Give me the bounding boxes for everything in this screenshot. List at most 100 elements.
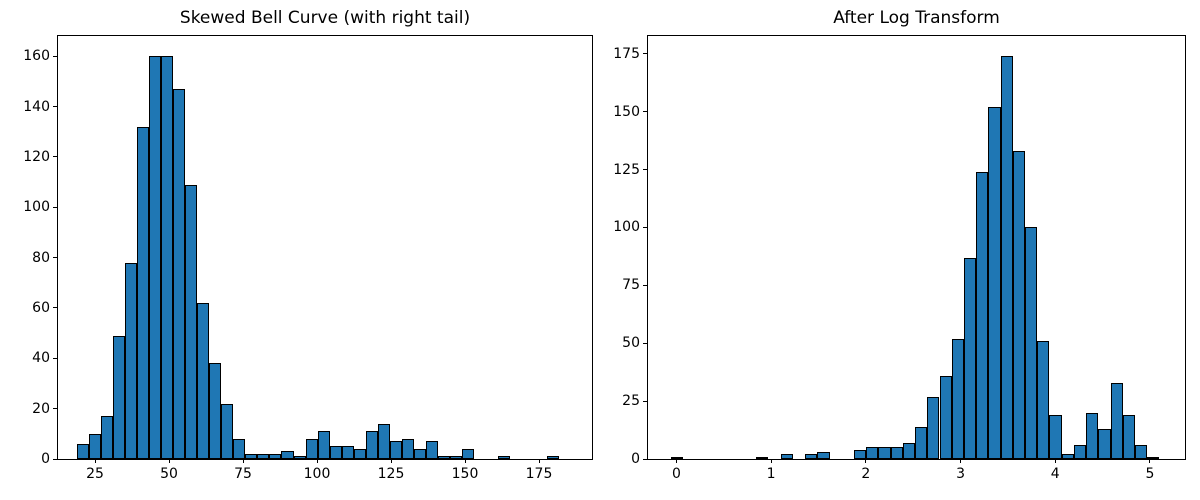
histogram-bar (365, 431, 378, 459)
y-tick-label: 150 (613, 103, 640, 120)
histogram-bar (414, 448, 427, 459)
x-tick (865, 459, 867, 463)
histogram-bar (963, 257, 977, 459)
y-tick (53, 357, 57, 359)
y-tick-label: 0 (41, 451, 50, 467)
histogram-bar (233, 438, 246, 459)
histogram-bar (136, 126, 149, 459)
x-tick-label: 100 (303, 466, 331, 482)
y-tick-label: 60 (32, 299, 50, 316)
x-tick-label: 4 (1050, 466, 1060, 482)
x-tick-label: 75 (234, 466, 252, 482)
histogram-bar (1086, 412, 1099, 459)
y-tick (53, 156, 57, 158)
y-tick-label: 100 (23, 199, 50, 216)
y-tick (643, 111, 647, 113)
y-tick-label: 40 (32, 350, 50, 367)
histogram-bar (450, 456, 463, 459)
y-tick (643, 400, 647, 402)
histogram-bar (88, 433, 101, 459)
y-tick (53, 106, 57, 107)
histogram-bar (1147, 456, 1160, 459)
histogram-bar (353, 448, 366, 459)
histogram-bar (805, 454, 818, 459)
y-tick-label: 25 (622, 393, 640, 410)
y-tick (643, 458, 647, 460)
histogram-bar (221, 403, 234, 459)
y-tick-label: 125 (613, 161, 640, 178)
y-tick (643, 284, 647, 286)
histogram-bar (1134, 445, 1148, 459)
y-tick (643, 53, 647, 55)
y-tick (643, 226, 647, 228)
x-tick-label: 5 (1145, 466, 1155, 482)
x-tick (770, 459, 772, 463)
y-tick (53, 55, 57, 57)
histogram-bar (341, 446, 354, 459)
histogram-bar (402, 438, 415, 459)
x-tick (1054, 459, 1056, 463)
histogram-bar (209, 363, 222, 459)
x-tick (390, 459, 392, 463)
y-tick-label: 50 (622, 335, 640, 352)
left-plot-title: Skewed Bell Curve (with right tail) (179, 8, 471, 28)
histogram-bar (76, 443, 89, 459)
y-tick (53, 408, 57, 410)
histogram-bar (426, 441, 439, 459)
histogram-bar (377, 423, 390, 459)
histogram-bar (124, 262, 137, 459)
histogram-bar (1000, 56, 1013, 459)
x-tick-label: 150 (451, 466, 479, 482)
histogram-bar (1073, 445, 1087, 459)
x-tick (464, 459, 466, 463)
histogram-bar (853, 449, 867, 459)
y-tick (53, 307, 57, 309)
y-tick (53, 257, 57, 259)
histogram-bar (1037, 340, 1050, 459)
histogram-bar (1098, 428, 1111, 459)
histogram-bar (100, 416, 113, 459)
x-tick (242, 459, 244, 463)
x-tick-label: 2 (861, 466, 871, 482)
x-tick-label: 3 (956, 466, 965, 482)
x-tick-label: 175 (525, 466, 553, 482)
y-tick (53, 458, 57, 460)
x-tick-label: 1 (766, 466, 776, 482)
histogram-bar (197, 302, 210, 459)
y-tick-label: 175 (613, 45, 640, 62)
y-tick-label: 80 (32, 249, 50, 266)
histogram-bar (160, 56, 173, 459)
y-tick (643, 169, 647, 171)
histogram-bar (951, 338, 964, 459)
histogram-bar (866, 447, 879, 459)
skewed-histogram-axes (57, 35, 593, 460)
y-tick (643, 342, 647, 344)
y-tick-label: 75 (622, 277, 640, 294)
x-tick-label: 25 (86, 466, 104, 482)
histogram-bar (1025, 227, 1038, 459)
histogram-bar (172, 88, 186, 459)
y-tick-label: 100 (613, 219, 640, 236)
y-tick-label: 20 (32, 400, 50, 417)
histogram-bar (305, 438, 318, 459)
histogram-bar (462, 448, 475, 459)
y-tick-label: 120 (23, 148, 50, 165)
histogram-bar (317, 431, 330, 459)
histogram-bar (976, 171, 989, 459)
histogram-bar (927, 396, 940, 459)
x-tick-label: 0 (671, 466, 681, 482)
histogram-bar (293, 456, 306, 459)
histogram-bar (1122, 415, 1135, 459)
histogram-bar (389, 441, 402, 459)
x-tick (94, 459, 96, 463)
histogram-bar (988, 107, 1001, 459)
x-tick (1149, 459, 1151, 463)
histogram-bar (902, 442, 916, 459)
x-tick (168, 459, 170, 463)
y-tick-label: 140 (23, 98, 50, 115)
histogram-bar (269, 453, 282, 459)
histogram-bar (185, 184, 198, 459)
x-tick (538, 459, 540, 463)
x-tick-label: 50 (160, 466, 178, 482)
histogram-bar (546, 456, 559, 459)
